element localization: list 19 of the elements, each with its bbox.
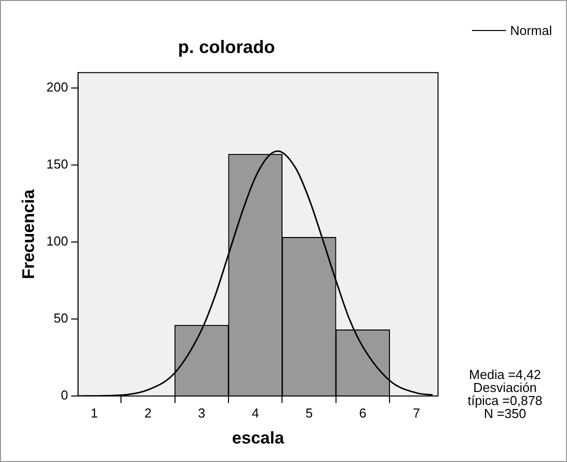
y-tick-label: 50 [54, 310, 68, 326]
x-axis-title: escala [232, 428, 285, 448]
text: N =350 [484, 406, 526, 421]
x-tick-label: 2 [144, 405, 152, 420]
text: Desviación típica =0,878 [466, 380, 544, 408]
x-tick-label: 1 [90, 405, 98, 420]
chart-title: p. colorado [178, 36, 276, 57]
text: Media =4,42 [468, 367, 542, 382]
y-tick-label: 0 [60, 388, 68, 403]
y-tick-label: 100 [46, 234, 68, 249]
y-axis-title: Frecuencia [18, 188, 38, 280]
x-tick-label: 5 [305, 405, 313, 420]
legend-label: Normal [510, 23, 552, 38]
x-tick-label: 6 [359, 405, 366, 420]
y-tick-label: 150 [46, 156, 68, 172]
x-tick-label: 7 [412, 405, 420, 420]
x-tick-label: 3 [198, 405, 206, 420]
y-tick-label: 200 [46, 80, 68, 95]
x-tick-label: 4 [252, 405, 259, 420]
